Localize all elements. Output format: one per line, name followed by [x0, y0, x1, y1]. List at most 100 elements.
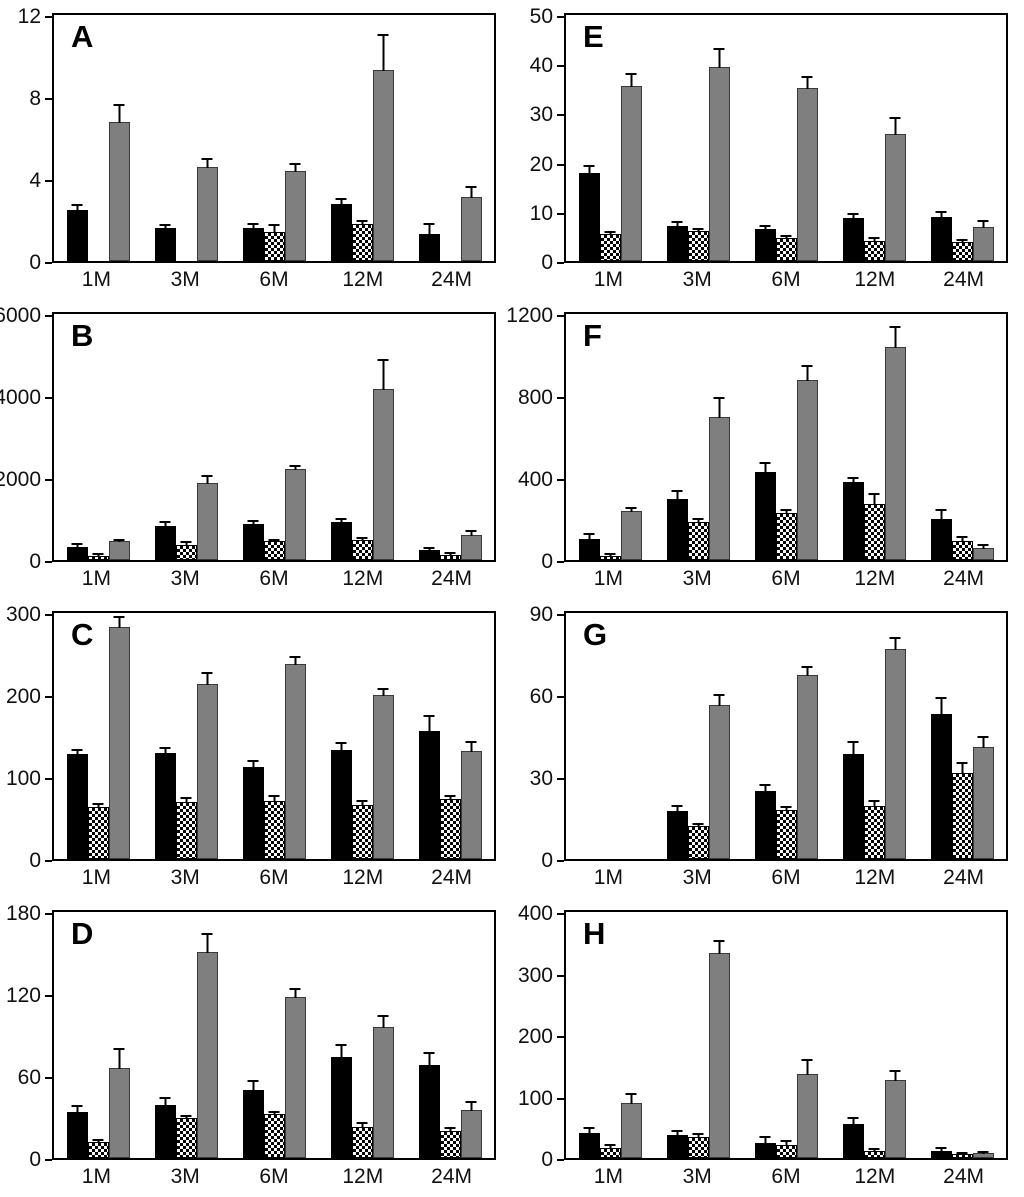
bar-gray [196, 157, 218, 261]
bar-checkered [687, 822, 709, 859]
error-bar [801, 365, 813, 381]
error-bar [423, 546, 435, 550]
error-bar [847, 1116, 859, 1125]
error-bar [801, 665, 813, 676]
y-axis-tick-label: 120 [5, 984, 41, 1007]
error-bar [713, 939, 725, 955]
bar-group-3M [654, 314, 742, 560]
bar-black [754, 784, 776, 859]
error-bar [956, 762, 968, 774]
y-axis-tick-label: 60 [529, 685, 553, 708]
y-axis-tick-label: 300 [5, 603, 41, 626]
bar-checkered [351, 537, 373, 560]
error-bar [335, 197, 347, 204]
error-bar [759, 1136, 771, 1143]
error-bar [465, 529, 477, 537]
error-bar [868, 493, 880, 505]
bar-gray [108, 616, 130, 859]
bar-black [154, 224, 176, 261]
y-axis-tick-label: 300 [517, 963, 553, 987]
y-axis: 0 2000 4000 6000 [0, 304, 52, 573]
bar-gray [884, 636, 906, 859]
bar-gray [972, 736, 994, 859]
bar-group-12M [318, 912, 406, 1158]
x-axis-category-label: 6M [771, 567, 801, 590]
bar-group-12M [318, 15, 406, 261]
y-axis-tick-mark [557, 696, 564, 698]
y-axis-tick-mark [45, 1077, 52, 1079]
y-axis-tick-label: 400 [517, 468, 553, 491]
x-axis-category-label: 12M [854, 567, 896, 590]
error-bar [268, 224, 280, 234]
y-axis-tick-label: 800 [517, 386, 553, 409]
x-axis-category-label: 3M [682, 268, 712, 291]
bar-checkered [263, 1110, 285, 1158]
bar-black [578, 165, 600, 261]
bar-gray [796, 665, 818, 859]
bar-black [66, 203, 88, 261]
error-bar [889, 116, 901, 136]
y-axis-tick-label: 60 [17, 1066, 41, 1089]
y-axis-tick-label: 12 [17, 5, 41, 28]
error-bar [780, 805, 792, 811]
y-axis-tick-mark [45, 561, 52, 563]
y-axis-tick-mark [45, 614, 52, 616]
y-axis-tick-label: 180 [5, 902, 41, 925]
bar-checkered [863, 800, 885, 859]
x-axis-category-label: 1M [81, 866, 111, 889]
error-bar [113, 538, 125, 543]
bar-checkered [175, 797, 197, 859]
bar-checkered [87, 553, 109, 560]
bar-checkered [687, 518, 709, 560]
bar-black [330, 197, 352, 261]
y-axis-tick-label: 0 [541, 1148, 553, 1171]
bar-checkered [87, 1138, 109, 1158]
error-bar [935, 697, 947, 715]
bar-group-6M [230, 15, 318, 261]
bar-checkered [351, 220, 373, 261]
y-axis-tick-mark [557, 974, 564, 977]
bar-group-3M [654, 613, 742, 859]
bar-gray [284, 656, 306, 859]
y-axis-tick-label: 6000 [0, 304, 41, 327]
x-axis-category-label: 6M [771, 866, 801, 889]
x-axis-category-label: 3M [682, 1165, 712, 1188]
y-axis-tick-mark [557, 860, 564, 862]
y-axis-tick-label: 8 [29, 87, 41, 110]
error-bar [201, 932, 213, 953]
x-axis-category-label: 24M [431, 268, 473, 291]
error-bar [583, 533, 595, 539]
y-axis-tick-label: 2000 [0, 468, 41, 491]
bar-gray [708, 939, 730, 1158]
error-bar [356, 1121, 368, 1128]
bar-black [666, 220, 688, 261]
panel-F: 0 400 800 1200 F 1M 3M 6M 12M 24M [506, 299, 1024, 598]
bar-checkered [351, 1121, 373, 1158]
y-axis-tick-mark [45, 696, 52, 698]
bar-group-6M [230, 613, 318, 859]
bar-gray [108, 538, 130, 560]
x-axis: 1M 3M 6M 12M 24M [564, 562, 1008, 591]
bar-gray [372, 1014, 394, 1158]
bar-checkered [863, 493, 885, 560]
bar-gray [372, 34, 394, 261]
y-axis: 0 4 8 12 [0, 5, 52, 274]
bar-gray [708, 693, 730, 859]
bar-group-12M [318, 314, 406, 560]
error-bar [889, 1070, 901, 1081]
y-axis-tick-mark [557, 614, 564, 616]
error-bar [692, 518, 704, 524]
bar-checkered [951, 762, 973, 859]
x-axis-category-label: 24M [943, 866, 985, 889]
bar-group-6M [230, 912, 318, 1158]
bar-gray [972, 220, 994, 261]
panel-label: D [71, 916, 94, 951]
y-axis-tick-mark [45, 1159, 52, 1161]
error-bar [268, 1110, 280, 1116]
y-axis-tick-mark [45, 397, 52, 399]
bar-gray [884, 326, 906, 560]
panel-H: 0 100 200 300 400 H 1M 3M 6M 12M 24M [512, 897, 1024, 1196]
bar-black [330, 742, 352, 859]
error-bar [956, 1152, 968, 1156]
